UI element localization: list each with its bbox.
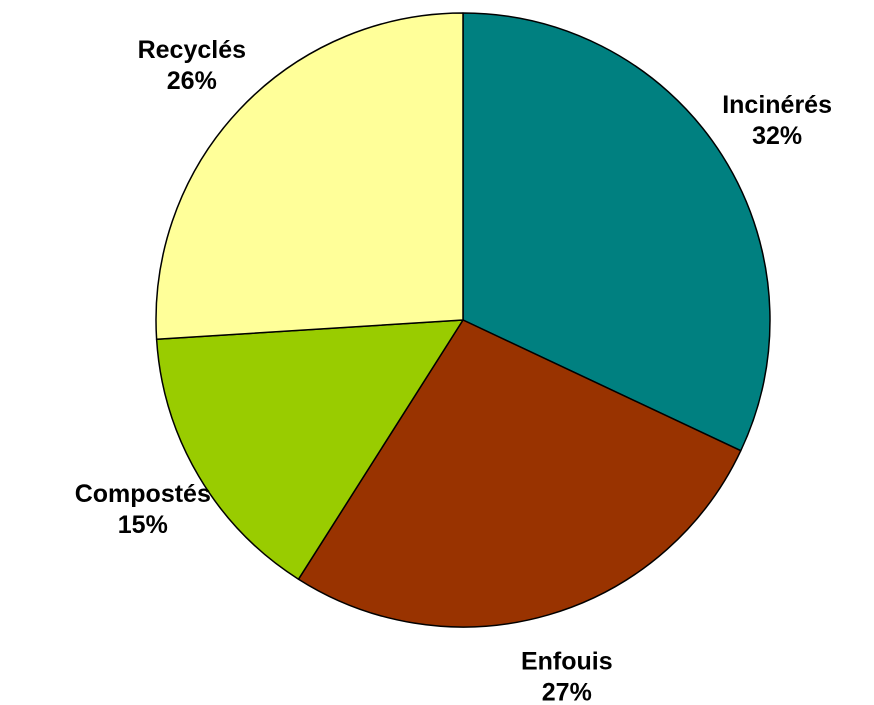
slice-value-label-enfouis: 27% bbox=[542, 679, 592, 705]
pie-slices bbox=[155, 12, 771, 628]
pie-slice-enfouis bbox=[297, 319, 742, 628]
pie-slice-compostes bbox=[155, 319, 464, 580]
slice-value-label-incineres: 32% bbox=[752, 122, 802, 150]
pie-slice-recycles bbox=[155, 12, 464, 341]
pie-labels: Incinérés 32% Enfouis 27% Compostés 15% Recycl… bbox=[75, 36, 832, 705]
slice-category-label-incineres: Incinérés bbox=[722, 91, 832, 119]
slice-value-label-compostes: 15% bbox=[118, 511, 168, 539]
slice-category-label-enfouis: Enfouis bbox=[521, 648, 613, 676]
slice-category-label-recycles: Recyclés bbox=[138, 36, 246, 64]
slice-category-label-compostes: Compostés bbox=[75, 480, 211, 508]
pie-slice-incineres bbox=[462, 12, 771, 452]
slice-value-label-recycles: 26% bbox=[167, 67, 217, 95]
